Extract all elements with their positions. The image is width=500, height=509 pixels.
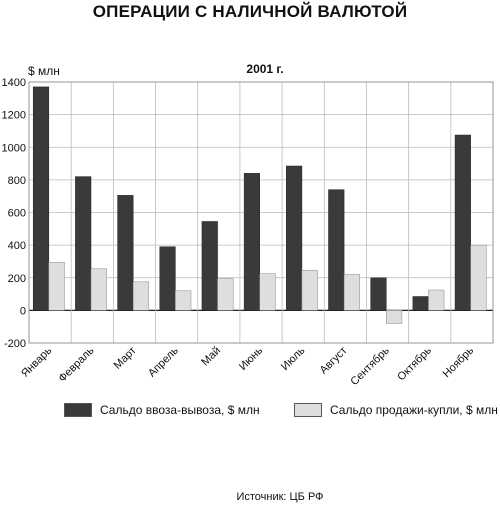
y-tick-label: 1200 — [2, 110, 26, 122]
y-tick-label: 400 — [8, 240, 26, 252]
x-tick-label: Апрель — [146, 344, 181, 379]
source-note: Источник: ЦБ РФ — [0, 491, 500, 503]
bar-series-1 — [118, 195, 134, 310]
y-tick-label: 600 — [8, 208, 26, 220]
bar-series-2 — [302, 270, 318, 310]
bar-series-1 — [328, 190, 344, 311]
legend-swatch-series-1 — [64, 403, 92, 417]
bar-series-2 — [471, 245, 487, 310]
bar-series-1 — [371, 278, 387, 311]
bar-series-2 — [49, 262, 65, 310]
bar-series-1 — [160, 247, 176, 311]
x-tick-label: Ноябрь — [441, 344, 477, 380]
bar-series-2 — [218, 279, 234, 311]
x-tick-label: Июнь — [237, 344, 265, 372]
x-tick-label: Август — [318, 345, 350, 377]
bar-series-1 — [33, 87, 49, 310]
legend-swatch-series-2 — [294, 403, 322, 417]
x-tick-label: Февраль — [56, 344, 96, 384]
legend-label-series-1: Сальдо ввоза-вывоза, $ млн — [100, 403, 260, 417]
bar-series-2 — [133, 282, 149, 311]
bar-series-2 — [386, 310, 402, 323]
bar-series-1 — [75, 177, 91, 311]
bar-series-1 — [455, 135, 471, 310]
bar-series-2 — [428, 290, 444, 310]
x-tick-label: Март — [112, 345, 139, 372]
y-tick-label: 0 — [20, 305, 26, 317]
y-tick-label: 1000 — [2, 142, 26, 154]
y-tick-label: -200 — [4, 338, 26, 350]
bar-series-2 — [91, 269, 107, 311]
bar-series-1 — [244, 173, 260, 310]
x-tick-label: Июль — [279, 344, 308, 373]
y-tick-label: 200 — [8, 273, 26, 285]
bar-series-1 — [413, 297, 429, 311]
legend-item-series-2: Сальдо продажи-купли, $ млн — [294, 403, 498, 417]
x-tick-label: Сентябрь — [348, 344, 392, 388]
x-tick-label: Май — [199, 345, 223, 369]
bar-series-1 — [286, 166, 302, 310]
legend-label-series-2: Сальдо продажи-купли, $ млн — [330, 403, 498, 417]
bar-series-2 — [344, 274, 360, 310]
bar-series-1 — [202, 221, 218, 310]
bar-series-2 — [260, 274, 276, 311]
bar-series-2 — [175, 291, 191, 311]
y-tick-label: 1400 — [2, 77, 26, 89]
legend-item-series-1: Сальдо ввоза-вывоза, $ млн — [64, 403, 260, 417]
y-tick-label: 800 — [8, 175, 26, 187]
x-tick-label: Октябрь — [395, 344, 434, 383]
